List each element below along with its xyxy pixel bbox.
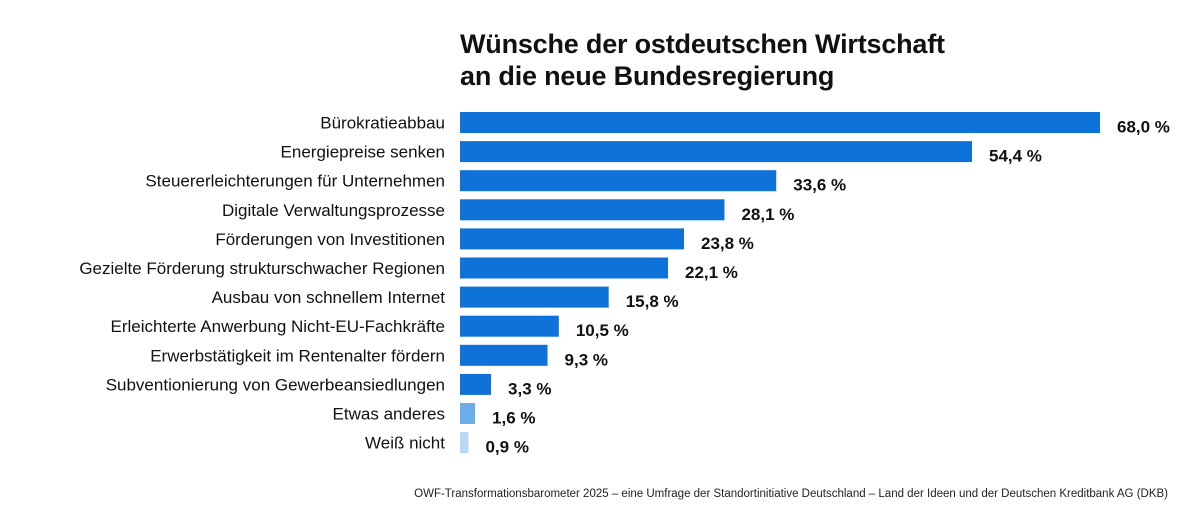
chart-title-line-2: an die neue Bundesregierung: [460, 61, 835, 91]
category-label-ausbau-von-schnellem-internet: Ausbau von schnellem Internet: [212, 288, 446, 307]
category-label-gezielte-f-rderung-strukturschwacher-regionen: Gezielte Förderung strukturschwacher Reg…: [79, 259, 445, 278]
bar-b-rokratieabbau: [460, 112, 1100, 133]
bar-erleichterte-anwerbung-nicht-eu-fachkr-fte: [460, 315, 559, 337]
category-label-subventionierung-von-gewerbeansiedlungen: Subventionierung von Gewerbeansiedlungen: [106, 375, 445, 394]
category-label-erwerbst-tigkeit-im-rentenalter-f-rdern: Erwerbstätigkeit im Rentenalter fördern: [150, 346, 445, 365]
value-label-ausbau-von-schnellem-internet: 15,8 %: [626, 292, 679, 311]
bar-gezielte-f-rderung-strukturschwacher-regionen: [460, 257, 668, 279]
chart-title-line-1: Wünsche der ostdeutschen Wirtschaft: [460, 29, 945, 59]
bar-wei-nicht: [460, 432, 469, 454]
category-label-wei-nicht: Weiß nicht: [365, 434, 445, 453]
value-label-b-rokratieabbau: 68,0 %: [1117, 118, 1170, 137]
value-label-subventionierung-von-gewerbeansiedlungen: 3,3 %: [508, 379, 551, 398]
bar-energiepreise-senken: [460, 141, 972, 163]
bar-etwas-anderes: [460, 403, 476, 424]
bar-erwerbst-tigkeit-im-rentenalter-f-rdern: [460, 344, 548, 366]
category-label-f-rderungen-von-investitionen: Förderungen von Investitionen: [215, 230, 445, 249]
category-label-steuererleichterungen-f-r-unternehmen: Steuererleichterungen für Unternehmen: [145, 172, 445, 191]
bar-ausbau-von-schnellem-internet: [460, 286, 609, 308]
category-label-b-rokratieabbau: Bürokratieabbau: [320, 114, 445, 133]
value-label-erwerbst-tigkeit-im-rentenalter-f-rdern: 9,3 %: [565, 350, 608, 369]
source-note: OWF-Transformationsbarometer 2025 – eine…: [414, 488, 1168, 500]
category-label-digitale-verwaltungsprozesse: Digitale Verwaltungsprozesse: [222, 201, 445, 220]
category-label-erleichterte-anwerbung-nicht-eu-fachkr-fte: Erleichterte Anwerbung Nicht-EU-Fachkräf…: [111, 317, 445, 336]
bar-steuererleichterungen-f-r-unternehmen: [460, 170, 777, 192]
bar-digitale-verwaltungsprozesse: [460, 199, 725, 221]
bar-subventionierung-von-gewerbeansiedlungen: [460, 373, 492, 395]
bar-f-rderungen-von-investitionen: [460, 228, 684, 250]
value-label-energiepreise-senken: 54,4 %: [989, 147, 1042, 166]
category-label-energiepreise-senken: Energiepreise senken: [281, 143, 445, 162]
category-label-etwas-anderes: Etwas anderes: [333, 405, 445, 424]
value-label-steuererleichterungen-f-r-unternehmen: 33,6 %: [793, 176, 846, 195]
value-label-f-rderungen-von-investitionen: 23,8 %: [701, 234, 754, 253]
value-label-wei-nicht: 0,9 %: [485, 438, 528, 457]
value-label-etwas-anderes: 1,6 %: [492, 409, 535, 428]
value-label-gezielte-f-rderung-strukturschwacher-regionen: 22,1 %: [685, 263, 738, 282]
value-label-erleichterte-anwerbung-nicht-eu-fachkr-fte: 10,5 %: [576, 321, 629, 340]
chart-title: Wünsche der ostdeutschen Wirtschaft an d…: [460, 28, 945, 92]
value-label-digitale-verwaltungsprozesse: 28,1 %: [741, 205, 794, 224]
